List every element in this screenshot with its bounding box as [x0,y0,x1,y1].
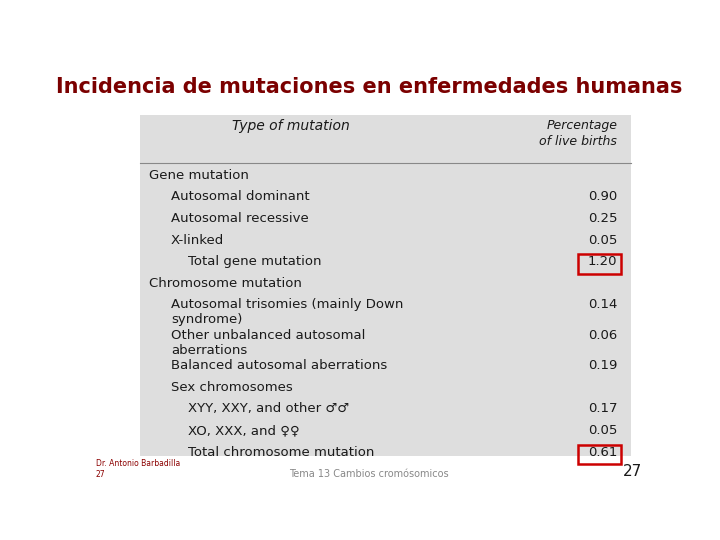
Text: Autosomal trisomies (mainly Down
syndrome): Autosomal trisomies (mainly Down syndrom… [171,299,403,327]
Text: Autosomal dominant: Autosomal dominant [171,191,310,204]
Text: 27: 27 [624,463,642,478]
Text: Balanced autosomal aberrations: Balanced autosomal aberrations [171,359,387,372]
Text: Total chromosome mutation: Total chromosome mutation [188,446,374,458]
Text: Gene mutation: Gene mutation [148,168,248,182]
Text: 1.20: 1.20 [588,255,617,268]
Bar [140,114,631,456]
Text: Sex chromosomes: Sex chromosomes [171,381,292,394]
Text: Total gene mutation: Total gene mutation [188,255,321,268]
Text: Type of mutation: Type of mutation [232,119,350,133]
Text: XO, XXX, and ♀♀: XO, XXX, and ♀♀ [188,424,300,437]
Text: Percentage
of live births: Percentage of live births [539,119,617,148]
Text: Dr. Antonio Barbadilla
27: Dr. Antonio Barbadilla 27 [96,459,180,478]
Text: Tema 13 Cambios cromósomicos: Tema 13 Cambios cromósomicos [289,469,449,478]
Text: 0.19: 0.19 [588,359,617,372]
Text: Other unbalanced autosomal
aberrations: Other unbalanced autosomal aberrations [171,329,365,357]
Text: 0.06: 0.06 [588,329,617,342]
Text: 0.14: 0.14 [588,299,617,312]
Text: Incidencia de mutaciones en enfermedades humanas: Incidencia de mutaciones en enfermedades… [56,77,682,97]
Text: 0.17: 0.17 [588,402,617,415]
Text: Autosomal recessive: Autosomal recessive [171,212,309,225]
Text: 0.05: 0.05 [588,424,617,437]
Text: 0.05: 0.05 [588,234,617,247]
Text: 0.90: 0.90 [588,191,617,204]
Text: X-linked: X-linked [171,234,224,247]
Text: XYY, XXY, and other ♂♂: XYY, XXY, and other ♂♂ [188,402,348,415]
Text: 0.61: 0.61 [588,446,617,458]
Text: 0.25: 0.25 [588,212,617,225]
Text: Chromosome mutation: Chromosome mutation [148,277,302,290]
